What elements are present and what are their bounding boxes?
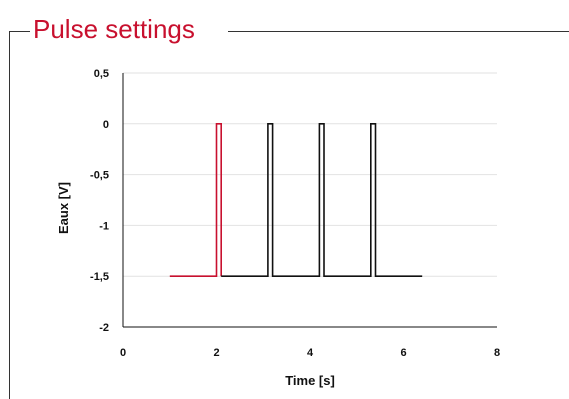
panel-border-left xyxy=(9,31,10,399)
y-tick-label: -0,5 xyxy=(90,170,109,182)
x-tick-label: 8 xyxy=(494,347,500,359)
x-tick-label: 4 xyxy=(307,347,314,359)
y-tick-label: -1 xyxy=(99,220,109,232)
y-tick-label: -1,5 xyxy=(90,271,109,283)
y-tick-label: 0 xyxy=(103,119,109,131)
series-line-2 xyxy=(221,123,423,278)
y-axis-label: Eaux [V] xyxy=(56,182,71,234)
panel-title: Pulse settings xyxy=(33,14,195,44)
series-line-1 xyxy=(169,123,222,278)
chart-gridlines xyxy=(123,72,497,328)
y-tick-labels: 0,5 0 -0,5 -1 -1,5 -2 xyxy=(90,68,109,334)
panel-border-top-left xyxy=(9,31,30,32)
panel-border-top-right xyxy=(228,31,569,32)
y-tick-label: -2 xyxy=(99,322,109,334)
x-axis-label: Time [s] xyxy=(285,373,335,388)
x-tick-labels: 0 2 4 6 8 xyxy=(120,347,500,359)
chart-axes xyxy=(122,73,497,328)
x-tick-label: 0 xyxy=(120,347,126,359)
chart-series xyxy=(169,123,423,278)
y-tick-label: 0,5 xyxy=(94,68,109,80)
x-tick-label: 2 xyxy=(213,347,219,359)
x-tick-label: 6 xyxy=(400,347,406,359)
